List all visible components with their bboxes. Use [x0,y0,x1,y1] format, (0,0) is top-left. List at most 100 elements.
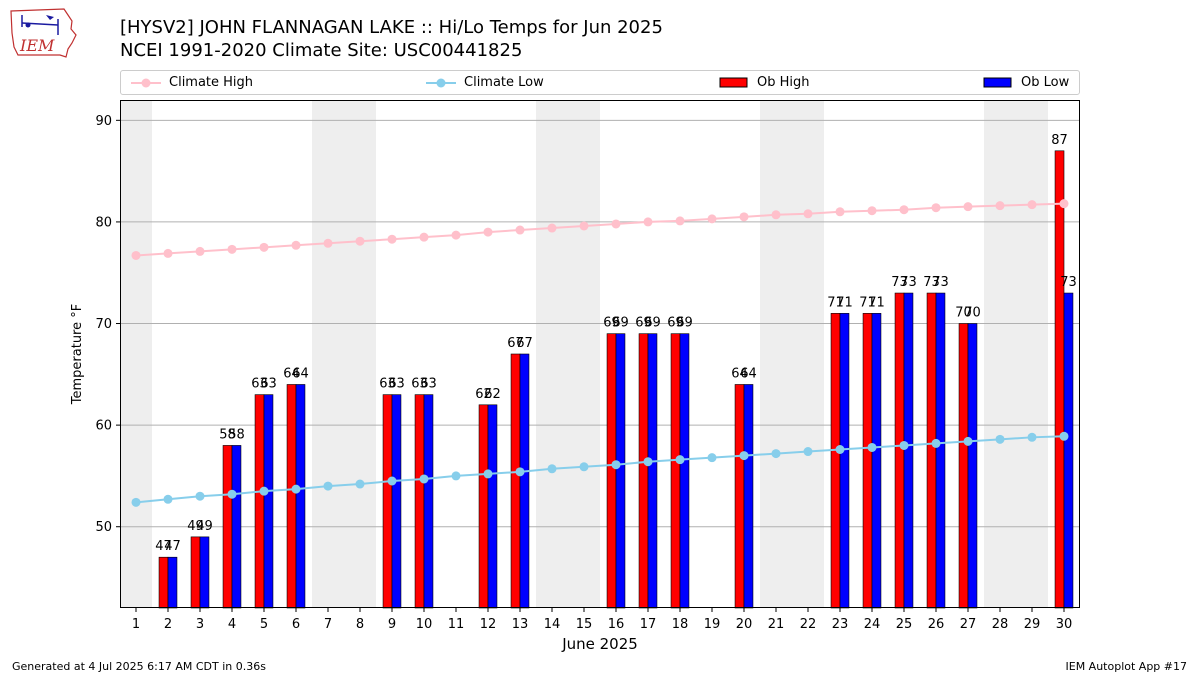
x-tick-label: 18 [672,617,689,632]
ob-high-bar [478,404,489,609]
climate-high-point [579,221,589,231]
ob-low-value-label: 69 [676,316,693,331]
climate-low-point [419,474,429,484]
x-tick-label: 9 [388,617,396,632]
climate-low-point [291,484,301,494]
ob-high-bar [638,333,649,609]
x-tick-label: 3 [196,617,204,632]
x-tick-label: 10 [416,617,433,632]
ob-high-value-label: 64 [283,366,300,381]
climate-high-point [1027,200,1037,210]
ob-high-value-label: 49 [187,519,204,534]
ob-low-bar [295,384,306,609]
ob-high-value-label: 73 [891,275,908,290]
ob-high-value-label: 58 [219,427,236,442]
ob-low-value-label: 63 [260,377,277,392]
climate-high-point [515,225,525,235]
x-axis-label: June 2025 [561,635,638,653]
climate-low-point [1027,432,1037,442]
ob-low-value-label: 73 [932,275,949,290]
climate-high-point [387,234,397,244]
ob-high-value-label: 69 [667,316,684,331]
y-tick-label: 90 [95,114,112,129]
legend-item-ob-low: Ob Low [983,71,1069,94]
ob-high-value-label: 69 [635,316,652,331]
ob-high-bar [606,333,617,609]
climate-high-point [163,248,173,258]
legend-label: Climate High [169,75,254,90]
legend-label: Ob High [757,75,810,90]
x-tick-label: 13 [512,617,529,632]
climate-low-point [1059,431,1069,441]
climate-high-point [643,217,653,227]
ob-high-bar [670,333,681,609]
weekend-band [536,100,600,608]
ob-low-value-label: 58 [228,427,245,442]
ob-low-value-label: 69 [612,316,629,331]
ob-high-value-label: 62 [475,387,492,402]
climate-high-point [899,205,909,215]
ob-low-value-label: 71 [836,295,853,310]
logo-text: IEM [19,36,55,55]
y-tick-label: 50 [95,520,112,535]
ob-low-bar [679,333,690,609]
climate-low-point [163,494,173,504]
climate-low-point [931,438,941,448]
climate-low-point [707,453,717,463]
ob-high-bar [1054,150,1065,609]
y-tick-label: 80 [95,215,112,230]
climate-high-point [483,227,493,237]
climate-high-line [135,202,1065,257]
ob-high-value-label: 63 [411,377,428,392]
chart-title: [HYSV2] JOHN FLANNAGAN LAKE :: Hi/Lo Tem… [120,17,663,38]
x-tick-label: 24 [864,617,881,632]
ob-high-value-label: 73 [923,275,940,290]
ob-low-bar [519,353,530,609]
climate-high-point [803,209,813,219]
ob-high-bar [382,394,393,609]
ob-high-value-label: 70 [955,306,972,321]
climate-high-point [547,223,557,233]
x-tick-label: 2 [164,617,172,632]
ob-low-value-label: 73 [1060,275,1077,290]
ob-high-value-label: 47 [155,539,172,554]
ob-low-bar [967,323,978,609]
ob-bars [158,150,1074,609]
chart-subtitle: NCEI 1991-2020 Climate Site: USC00441825 [120,40,523,61]
climate-low-point [131,497,141,507]
x-tick-label: 27 [960,617,977,632]
climate-low-point [451,471,461,481]
legend: Climate High Climate Low Ob High Ob Low [120,70,1080,95]
climate-high-point [995,201,1005,211]
x-tick-label: 12 [480,617,497,632]
ob-high-bar [734,384,745,609]
weekend-band [120,100,152,608]
ob-high-value-label: 67 [507,336,524,351]
climate-high-point [323,238,333,248]
climate-low-point [675,455,685,465]
ob-low-value-label: 47 [164,539,181,554]
climate-low-point [547,464,557,474]
ob-low-bar [903,292,914,609]
ob-high-bar [830,313,841,609]
x-tick-label: 23 [832,617,849,632]
ob-low-value-label: 67 [516,336,533,351]
climate-high-point [867,206,877,216]
climate-low-point [227,489,237,499]
climate-low-point [483,469,493,479]
x-tick-label: 4 [228,617,236,632]
weekend-band [984,100,1048,608]
x-tick-label: 7 [324,617,332,632]
ob-low-value-label: 64 [292,366,309,381]
iowa-outline-shape [10,8,77,58]
climate-high-point [675,216,685,226]
climate-low-point [387,476,397,486]
climate-low-point [963,436,973,446]
x-tick-label: 16 [608,617,625,632]
climate-low-point [323,481,333,491]
ob-low-bar [423,394,434,609]
ob-low-value-label: 64 [740,366,757,381]
y-gridlines [120,119,1080,528]
ob-low-bar [871,313,882,609]
x-tick-label: 14 [544,617,561,632]
